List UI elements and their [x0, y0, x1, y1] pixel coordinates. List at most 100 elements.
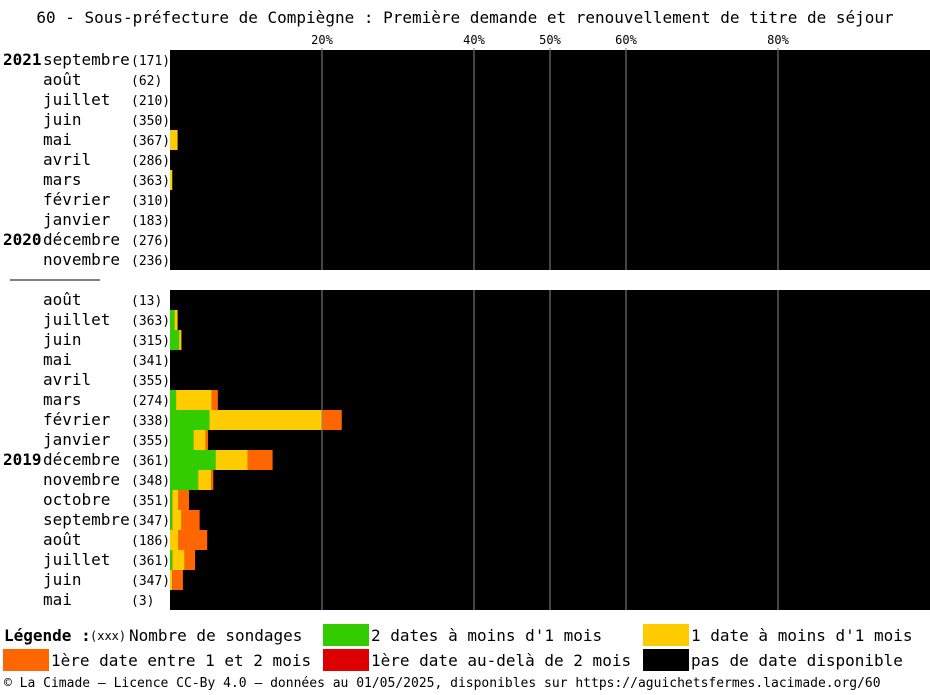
year-label: 2020: [3, 230, 42, 249]
count-label: (310): [131, 194, 170, 209]
bar-segment: [178, 530, 208, 550]
month-label: août: [43, 290, 82, 309]
month-label: avril: [43, 370, 91, 389]
legend-row-1: Légende : (xxx) Nombre de sondages 2 dat…: [0, 624, 930, 648]
bar-segment: [172, 490, 179, 510]
bar-segment: [322, 410, 342, 430]
count-label: (274): [131, 394, 170, 409]
month-label: novembre: [43, 250, 120, 269]
month-label: juillet: [43, 550, 110, 569]
month-label: août: [43, 530, 82, 549]
bar-segment: [205, 430, 208, 450]
legend-label-yellow: 1 date à moins d'1 mois: [691, 626, 913, 645]
x-tick-label: 60%: [615, 33, 637, 47]
month-label: mars: [43, 170, 82, 189]
legend-label-green: 2 dates à moins d'1 mois: [371, 626, 603, 645]
legend-swatch-black: [643, 649, 689, 671]
month-label: juin: [43, 330, 82, 349]
bar-segment: [170, 550, 173, 570]
bar-segment: [174, 310, 178, 330]
month-label: mai: [43, 590, 72, 609]
count-label: (171): [131, 54, 170, 69]
legend-swatch-green: [323, 624, 369, 646]
bar-segment: [170, 570, 173, 590]
bar-segment: [172, 510, 182, 530]
bar-segment: [170, 450, 216, 470]
count-label: (347): [131, 574, 170, 589]
year-label: 2021: [3, 50, 42, 69]
month-label: avril: [43, 150, 91, 169]
chart-title: 60 - Sous-préfecture de Compiègne : Prem…: [36, 8, 894, 27]
month-label: novembre: [43, 470, 120, 489]
bar-segment: [170, 330, 180, 350]
month-label: juin: [43, 110, 82, 129]
bar-segment: [170, 510, 173, 530]
count-label: (350): [131, 114, 170, 129]
count-label: (348): [131, 474, 170, 489]
count-label: (361): [131, 454, 170, 469]
month-label: janvier: [43, 430, 111, 449]
count-label: (338): [131, 414, 170, 429]
x-tick-label: 80%: [767, 33, 789, 47]
legend-swatch-red: [323, 649, 369, 671]
bar-segment: [209, 410, 322, 430]
count-label: (355): [131, 374, 170, 389]
legend-swatch-yellow: [643, 624, 689, 646]
count-label: (363): [131, 314, 170, 329]
legend-count-label: (xxx): [90, 629, 127, 643]
count-label: (351): [131, 494, 170, 509]
bar-segment: [184, 550, 196, 570]
legend-label-black: pas de date disponible: [691, 651, 903, 670]
bar-segment: [179, 330, 182, 350]
count-label: (186): [131, 534, 170, 549]
count-label: (3): [131, 594, 154, 609]
month-label: septembre: [43, 50, 130, 69]
bar-segment: [178, 490, 189, 510]
month-label: juillet: [43, 310, 110, 329]
count-label: (341): [131, 354, 170, 369]
bar-segment: [170, 530, 179, 550]
footer-credit: © La Cimade — Licence CC-By 4.0 — donnée…: [4, 676, 881, 691]
bar-segment: [170, 310, 175, 330]
month-label: août: [43, 70, 82, 89]
chart: 2021 septembre (171) août (62) juillet (210) ju…: [3, 33, 930, 610]
legend-row-2: 1ère date entre 1 et 2 mois 1ère date au…: [0, 649, 930, 673]
legend-label-orange: 1ère date entre 1 et 2 mois: [51, 651, 312, 670]
bar-segment: [170, 390, 177, 410]
year-label: 2019: [3, 450, 42, 469]
count-label: (13): [131, 294, 162, 309]
legend-swatch-orange: [3, 649, 49, 671]
bar-segment: [181, 510, 200, 530]
bar-segment: [211, 470, 214, 490]
month-label: mars: [43, 390, 82, 409]
bar-segment: [211, 390, 218, 410]
bar-segment: [170, 490, 173, 510]
count-label: (363): [131, 174, 170, 189]
x-tick-label: 40%: [463, 33, 485, 47]
bar-segment: [170, 170, 173, 190]
count-label: (276): [131, 234, 170, 249]
bar-segment: [170, 470, 199, 490]
count-label: (355): [131, 434, 170, 449]
x-tick-label: 20%: [311, 33, 333, 47]
bar-segment: [172, 550, 185, 570]
count-label: (210): [131, 94, 170, 109]
count-label: (62): [131, 74, 162, 89]
legend-label-red: 1ère date au-delà de 2 mois: [371, 651, 632, 670]
bar-segment: [247, 450, 273, 470]
bar-segment: [176, 390, 212, 410]
legend-heading: Légende :: [4, 626, 91, 645]
month-label: février: [43, 410, 111, 429]
bar-segment: [193, 430, 206, 450]
legend-count-desc: Nombre de sondages: [129, 626, 303, 645]
count-label: (361): [131, 554, 170, 569]
month-label: décembre: [43, 450, 120, 469]
count-label: (183): [131, 214, 170, 229]
month-label: juin: [43, 570, 82, 589]
month-label: décembre: [43, 230, 120, 249]
count-label: (347): [131, 514, 170, 529]
month-label: mai: [43, 350, 72, 369]
month-label: octobre: [43, 490, 110, 509]
count-label: (367): [131, 134, 170, 149]
month-label: juillet: [43, 90, 110, 109]
